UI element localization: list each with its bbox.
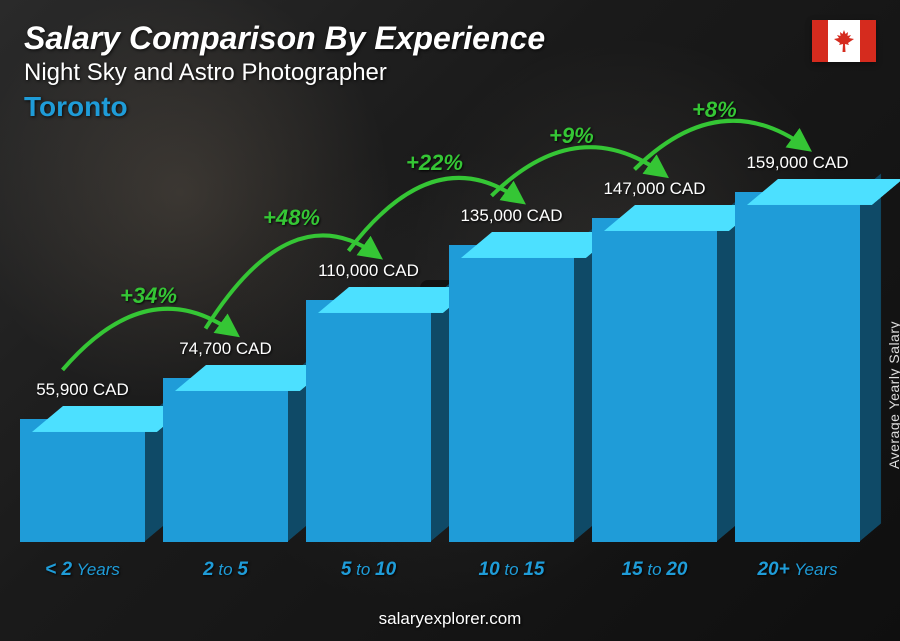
category-label: 15 to 20 <box>622 559 688 581</box>
bar-value-label: 147,000 CAD <box>603 179 705 199</box>
maple-leaf-icon <box>828 20 860 62</box>
bar-slot: 159,000 CAD 20+ Years <box>735 153 860 581</box>
footer-credit: salaryexplorer.com <box>0 609 900 629</box>
chart-location: Toronto <box>24 91 545 123</box>
chart-subtitle: Night Sky and Astro Photographer <box>24 59 545 87</box>
titles: Salary Comparison By Experience Night Sk… <box>24 20 545 123</box>
chart-title: Salary Comparison By Experience <box>24 20 545 57</box>
bar-slot: 55,900 CAD < 2 Years <box>20 380 145 581</box>
bar-value-label: 159,000 CAD <box>746 153 848 173</box>
bar-slot: 110,000 CAD 5 to 10 <box>306 261 431 581</box>
category-label: 5 to 10 <box>341 559 396 581</box>
bar-slot: 147,000 CAD 15 to 20 <box>592 179 717 581</box>
bar-value-label: 110,000 CAD <box>318 261 419 281</box>
category-label: 20+ Years <box>757 559 837 581</box>
bar-value-label: 55,900 CAD <box>36 380 129 400</box>
bar-slot: 135,000 CAD 10 to 15 <box>449 206 574 581</box>
bar <box>449 232 574 529</box>
header: Salary Comparison By Experience Night Sk… <box>24 20 876 123</box>
bar <box>20 406 145 529</box>
category-label: 10 to 15 <box>479 559 545 581</box>
bar-value-label: 74,700 CAD <box>179 339 272 359</box>
bar <box>735 179 860 529</box>
bar-slot: 74,700 CAD 2 to 5 <box>163 339 288 581</box>
category-label: < 2 Years <box>45 559 120 581</box>
y-axis-label: Average Yearly Salary <box>886 321 900 469</box>
bar <box>163 365 288 529</box>
bar-value-label: 135,000 CAD <box>460 206 562 226</box>
bar-chart: 55,900 CAD < 2 Years 74,700 CAD 2 to 5 110,0… <box>20 121 860 581</box>
country-flag-canada <box>812 20 876 62</box>
chart-container: Salary Comparison By Experience Night Sk… <box>0 0 900 641</box>
category-label: 2 to 5 <box>203 559 248 581</box>
bar <box>592 205 717 529</box>
bar <box>306 287 431 529</box>
